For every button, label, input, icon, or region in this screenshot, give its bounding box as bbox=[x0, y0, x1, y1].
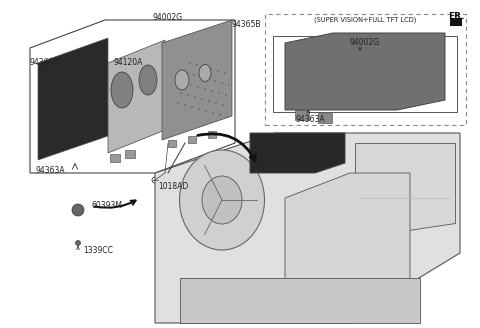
Ellipse shape bbox=[225, 94, 227, 96]
Ellipse shape bbox=[183, 82, 185, 84]
Ellipse shape bbox=[184, 104, 186, 106]
Bar bbox=[188, 136, 196, 143]
Ellipse shape bbox=[210, 68, 212, 70]
Ellipse shape bbox=[111, 72, 133, 108]
Ellipse shape bbox=[72, 204, 84, 216]
Ellipse shape bbox=[197, 86, 199, 88]
Ellipse shape bbox=[224, 72, 226, 74]
Ellipse shape bbox=[201, 98, 203, 100]
Polygon shape bbox=[355, 143, 455, 238]
Text: 1018AD: 1018AD bbox=[158, 182, 188, 191]
Text: 94002G: 94002G bbox=[350, 38, 380, 47]
Ellipse shape bbox=[215, 102, 217, 104]
Ellipse shape bbox=[208, 100, 210, 102]
Ellipse shape bbox=[191, 106, 193, 108]
Ellipse shape bbox=[139, 65, 157, 95]
Ellipse shape bbox=[189, 62, 191, 64]
Ellipse shape bbox=[190, 84, 192, 86]
Text: (SUPER VISION+FULL TFT LCD): (SUPER VISION+FULL TFT LCD) bbox=[314, 16, 417, 23]
Ellipse shape bbox=[205, 110, 207, 112]
Ellipse shape bbox=[217, 70, 219, 72]
Text: 94365B: 94365B bbox=[232, 20, 262, 29]
Bar bbox=[208, 131, 216, 138]
Ellipse shape bbox=[177, 102, 179, 104]
Ellipse shape bbox=[222, 104, 224, 106]
Ellipse shape bbox=[180, 92, 182, 94]
Ellipse shape bbox=[180, 150, 264, 250]
Bar bbox=[110, 154, 120, 162]
Ellipse shape bbox=[198, 108, 200, 110]
Ellipse shape bbox=[175, 70, 189, 90]
Polygon shape bbox=[250, 133, 345, 173]
Bar bbox=[318, 113, 332, 123]
Ellipse shape bbox=[196, 64, 198, 66]
Ellipse shape bbox=[228, 84, 230, 86]
Text: 94120A: 94120A bbox=[113, 58, 143, 67]
Polygon shape bbox=[108, 40, 165, 153]
Text: 94002G: 94002G bbox=[153, 13, 183, 22]
Polygon shape bbox=[38, 38, 108, 160]
Ellipse shape bbox=[203, 66, 205, 68]
Ellipse shape bbox=[226, 116, 228, 118]
Polygon shape bbox=[162, 20, 232, 140]
Ellipse shape bbox=[152, 177, 158, 183]
Ellipse shape bbox=[214, 80, 216, 82]
Text: 94363A: 94363A bbox=[35, 166, 65, 175]
Polygon shape bbox=[155, 133, 460, 323]
Ellipse shape bbox=[186, 72, 188, 74]
Ellipse shape bbox=[194, 96, 196, 98]
Polygon shape bbox=[180, 278, 420, 323]
Ellipse shape bbox=[218, 92, 220, 94]
Ellipse shape bbox=[75, 240, 81, 245]
Polygon shape bbox=[285, 173, 410, 323]
Bar bbox=[168, 140, 176, 147]
Ellipse shape bbox=[221, 82, 223, 84]
Text: 94360D: 94360D bbox=[30, 58, 60, 67]
Ellipse shape bbox=[211, 90, 213, 92]
Polygon shape bbox=[285, 33, 445, 110]
Polygon shape bbox=[450, 18, 462, 26]
Ellipse shape bbox=[202, 176, 242, 224]
Bar bbox=[295, 110, 309, 120]
Ellipse shape bbox=[187, 94, 189, 96]
Ellipse shape bbox=[207, 78, 209, 80]
Ellipse shape bbox=[199, 65, 211, 81]
Ellipse shape bbox=[193, 74, 195, 76]
Ellipse shape bbox=[219, 114, 221, 116]
Text: 1339CC: 1339CC bbox=[83, 246, 113, 255]
Ellipse shape bbox=[212, 112, 214, 114]
Ellipse shape bbox=[200, 76, 202, 78]
Text: 94363A: 94363A bbox=[295, 115, 324, 124]
Text: 60393M: 60393M bbox=[92, 201, 123, 211]
Text: FR.: FR. bbox=[448, 12, 465, 21]
Bar bbox=[125, 150, 135, 158]
Ellipse shape bbox=[204, 88, 206, 90]
